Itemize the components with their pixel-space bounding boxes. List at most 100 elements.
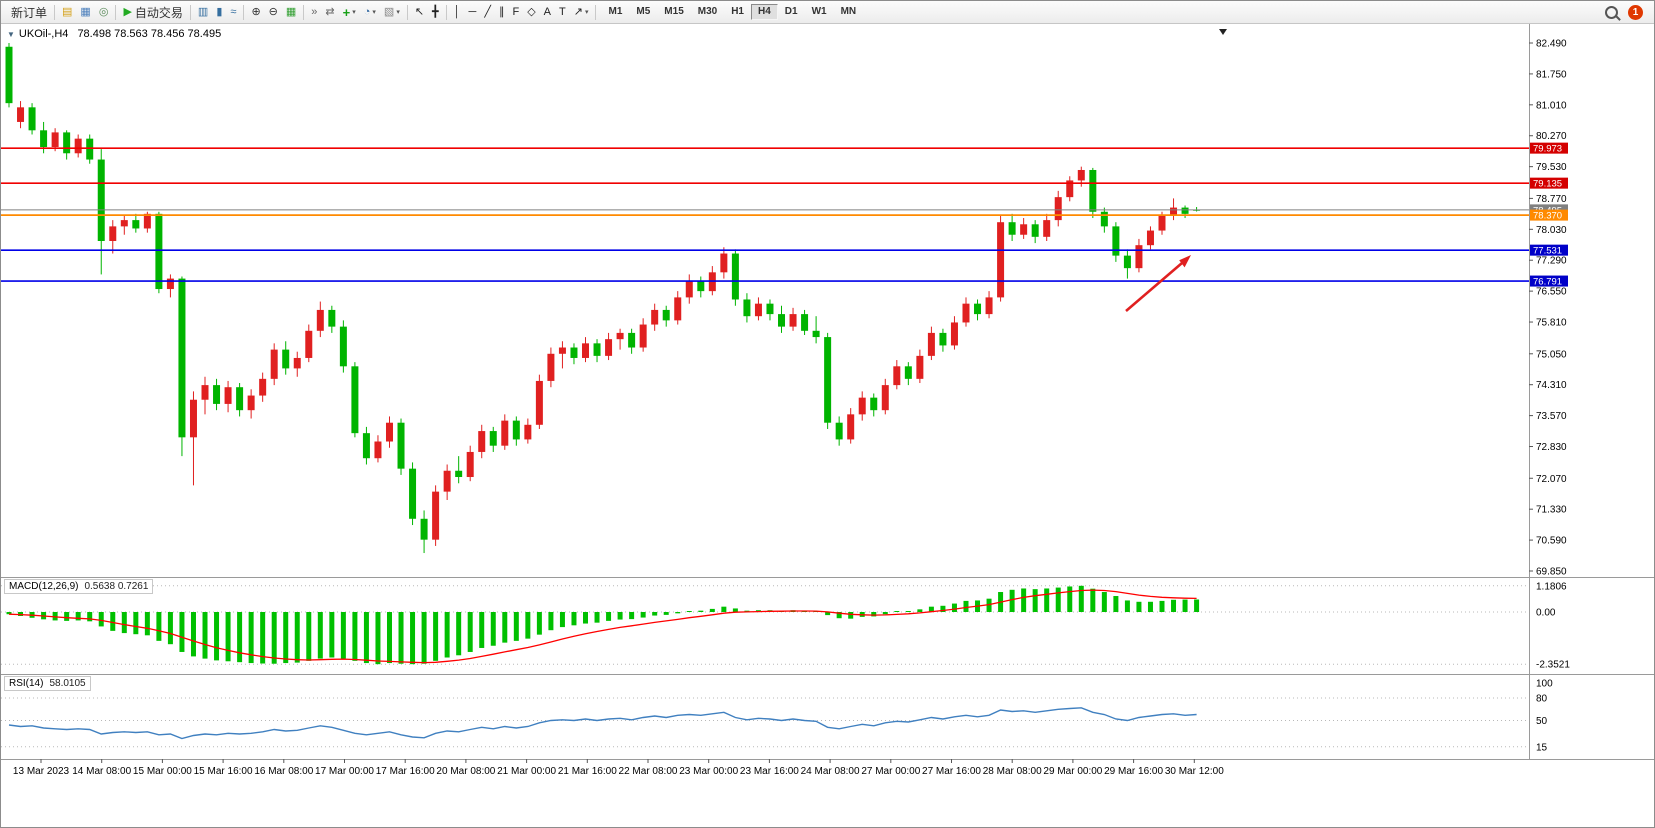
chart-shift-button[interactable]: ⇄ (321, 2, 338, 22)
time-tick-label: 23 Mar 16:00 (740, 766, 799, 777)
dropdown-caret-icon: ▾ (352, 9, 356, 16)
timeframe-m30[interactable]: M30 (697, 6, 718, 17)
macd-bar (467, 612, 473, 652)
arrows-button[interactable]: ↗ ▾ (570, 2, 593, 22)
channel-button[interactable]: ∥ (495, 2, 509, 22)
price-axis: 82.490 81.750 81.010 80.270 79.530 78.770 78.0… (1529, 39, 1567, 578)
candle-body (766, 303, 774, 315)
horizontal-line-button[interactable]: ─ (465, 2, 481, 22)
notification-badge[interactable]: 1 (1628, 4, 1643, 20)
macd-bar (144, 612, 150, 636)
candle-body (282, 349, 290, 369)
macd-bar (709, 608, 715, 612)
bars-chart-icon: ▥ (197, 5, 209, 18)
templates-button[interactable]: ▧ ▾ (380, 2, 404, 22)
macd-bar (629, 612, 635, 620)
macd-axis-label: -2.3521 (1536, 660, 1570, 671)
periods-button[interactable]: ◔ ▾ (360, 2, 380, 22)
candle-body (259, 378, 267, 396)
cursor-button[interactable]: ↖ (411, 2, 428, 22)
candle-body (570, 347, 578, 358)
shapes-button[interactable]: ◇ (523, 2, 539, 22)
candle-body (189, 399, 197, 438)
macd-bar (1159, 600, 1165, 612)
macd-bar (133, 612, 139, 635)
timeframe-h4[interactable]: H4 (751, 4, 778, 20)
auto-scroll-button[interactable]: » (307, 2, 321, 22)
macd-axis-label: 1.1806 (1536, 581, 1567, 592)
symbol-dropdown-icon[interactable]: ▼ (7, 29, 15, 39)
rsi-line (8, 707, 1197, 740)
macd-bar (294, 612, 300, 663)
macd-bar (375, 612, 381, 665)
rsi-axis-label: 100 (1536, 679, 1553, 690)
macd-indicator-label: MACD(12,26,9) 0.5638 0.7261 (4, 579, 154, 594)
timeframe-mn[interactable]: MN (840, 6, 857, 17)
data-window-button[interactable]: ▦ (76, 2, 94, 22)
price-tick-label: 80.270 (1536, 131, 1567, 142)
time-tick-label: 15 Mar 00:00 (133, 766, 192, 777)
candle-body (1135, 245, 1143, 269)
macd-bar (317, 612, 323, 659)
text-label-button[interactable]: T (555, 2, 570, 22)
timeframe-m1[interactable]: M1 (608, 6, 623, 17)
timeframe-d1[interactable]: D1 (784, 6, 798, 17)
macd-bar (64, 612, 70, 621)
vertical-line-button[interactable]: │ (450, 2, 465, 22)
chart-frame (1, 24, 1654, 760)
macd-bar (121, 612, 127, 634)
annotation-arrow[interactable] (1125, 255, 1191, 312)
macd-bar (1113, 596, 1119, 612)
candle-body (455, 470, 463, 478)
line-chart-button[interactable]: ≈ (226, 2, 240, 22)
zoom-out-button[interactable]: ⊖ (265, 2, 282, 22)
rsi-axis-label: 80 (1536, 694, 1548, 705)
text-button[interactable]: A (540, 2, 555, 22)
indicators-button[interactable]: + ▾ (339, 2, 360, 22)
candle-body (143, 213, 151, 229)
macd-bar (52, 612, 58, 621)
macd-bar (1090, 588, 1096, 612)
candles-chart-button[interactable]: ▮ (212, 2, 226, 22)
timeframe-h1[interactable]: H1 (731, 6, 744, 17)
time-tick-label: 28 Mar 08:00 (983, 766, 1042, 777)
macd-bar (1009, 589, 1015, 612)
candle-body (605, 339, 613, 356)
zoom-in-button[interactable]: ⊕ (247, 2, 264, 22)
bars-chart-button[interactable]: ▥ (194, 2, 212, 22)
chart-shift-marker[interactable] (1219, 29, 1227, 35)
macd-bar (444, 612, 450, 658)
timeframe-m5[interactable]: M5 (636, 6, 651, 17)
macd-bar (606, 612, 612, 621)
market-watch-button[interactable]: ▤ (58, 2, 76, 22)
candle-body (432, 491, 440, 540)
candle-body (466, 451, 474, 478)
candle-body (950, 322, 958, 346)
candle-body (63, 132, 71, 154)
symbol-timeframe-label: UKOil-,H4 (18, 28, 69, 40)
search-icon[interactable] (1601, 2, 1622, 22)
macd-bar (928, 606, 934, 612)
timeframe-m15[interactable]: M15 (664, 6, 684, 17)
candle-body (478, 431, 486, 452)
candle-body (1158, 215, 1166, 231)
magnifier-icon (1605, 5, 1621, 21)
chart-canvas[interactable]: 82.490 81.750 81.010 80.270 79.530 78.770 78.0… (1, 24, 1654, 827)
candles-chart-icon: ▮ (216, 5, 223, 18)
toolbar-separator (115, 4, 117, 20)
timeframe-w1[interactable]: W1 (811, 6, 827, 17)
horizontal-line-icon: ─ (468, 5, 477, 18)
new-order-button[interactable]: 新订单 (4, 2, 51, 22)
crosshair-button[interactable]: ╋ (428, 2, 443, 22)
trendline-button[interactable]: ╱ (480, 2, 495, 22)
fibonacci-button[interactable]: F (508, 2, 523, 22)
time-tick-label: 27 Mar 16:00 (922, 766, 981, 777)
candle-body (651, 309, 659, 325)
tile-windows-button[interactable]: ▦ (282, 2, 300, 22)
navigator-button[interactable]: ◎ (95, 2, 113, 22)
toolbar-separator (595, 4, 597, 20)
price-tick-label: 77.290 (1536, 256, 1567, 267)
auto-trading-button[interactable]: ▶ 自动交易 (119, 2, 186, 22)
macd-bar (1147, 601, 1153, 612)
macd-bar (825, 612, 831, 616)
